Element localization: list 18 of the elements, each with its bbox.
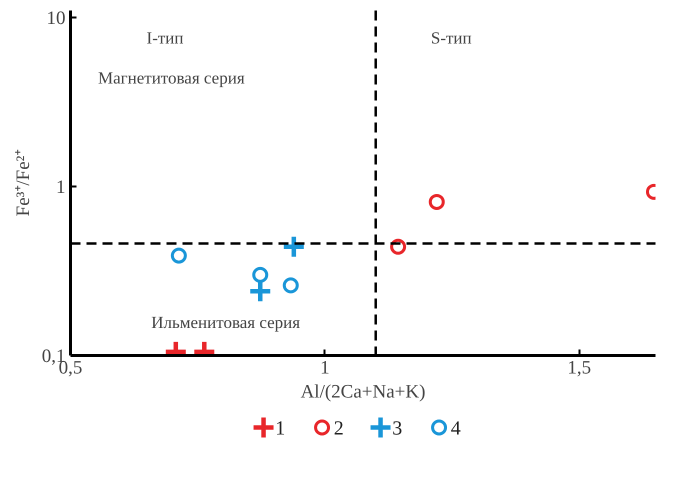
point bbox=[282, 277, 299, 294]
annotation: Магнетитовая серия bbox=[98, 68, 245, 88]
annotation: S-тип bbox=[430, 28, 472, 48]
x-tick-label: 1,5 bbox=[567, 358, 592, 378]
point bbox=[252, 266, 268, 283]
legend-label: 4 bbox=[450, 418, 461, 440]
y-axis-title: Fe³⁺/Fe²⁺ bbox=[12, 150, 34, 216]
y-tick-label: 1 bbox=[56, 177, 66, 198]
x-tick-label: 1 bbox=[320, 358, 330, 378]
point bbox=[428, 194, 445, 210]
point bbox=[170, 248, 187, 264]
annotation: I-тип bbox=[146, 28, 184, 48]
legend-label: 1 bbox=[275, 418, 286, 440]
annotation: Ильменитовая серия bbox=[151, 313, 300, 332]
y-tick-label: 10 bbox=[46, 8, 66, 29]
x-axis-title: Al/(2Ca+Na+K) bbox=[300, 382, 426, 402]
legend-label: 3 bbox=[392, 418, 402, 440]
legend-label: 2 bbox=[334, 418, 344, 440]
